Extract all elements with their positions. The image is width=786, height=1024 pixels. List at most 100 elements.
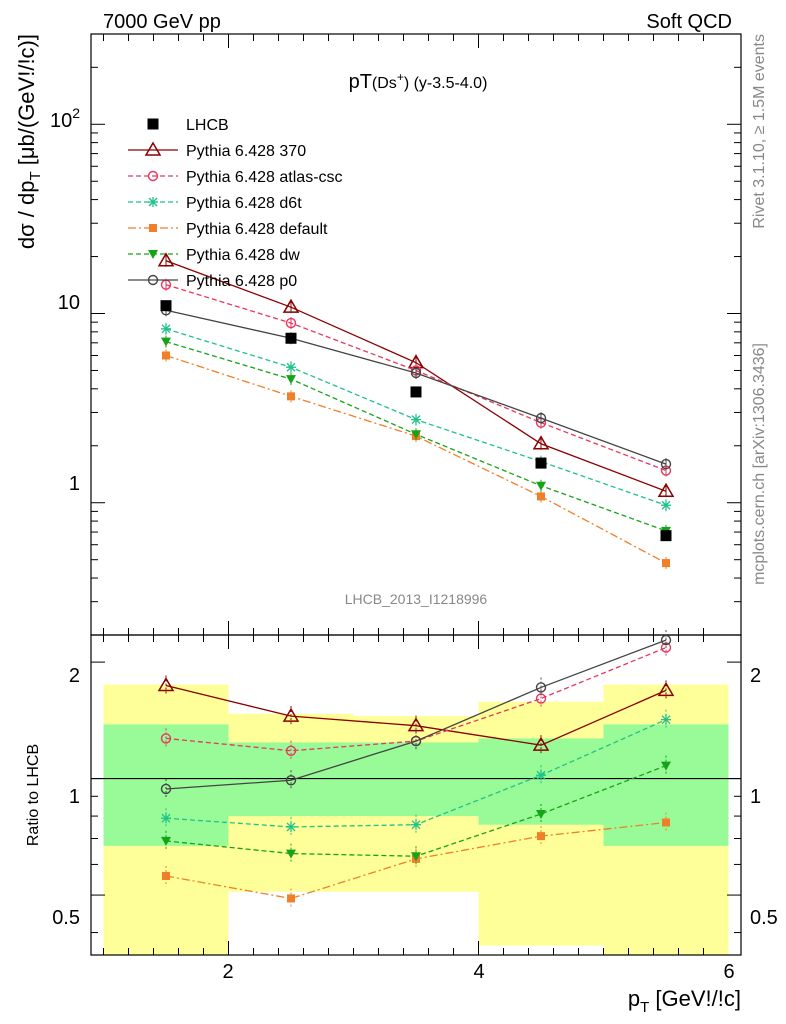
point-pythia-6-428-d6t — [661, 500, 671, 511]
legend-marker-pythia-6-428-default — [149, 224, 157, 232]
ratio-tick-labels: 0.5 1 2 0.5 1 2 — [52, 665, 778, 929]
point-pythia-6-428-atlas-csc — [285, 317, 297, 329]
x-tick-label-4: 4 — [473, 961, 484, 983]
x-tick-label-6: 6 — [723, 961, 734, 983]
ratio-point-pythia-6-428-dw — [161, 836, 171, 846]
ratio-point-pythia-6-428-default — [662, 818, 670, 827]
ratio-band-inner-2 — [353, 742, 479, 817]
point-pythia-6-428-370 — [532, 435, 550, 450]
y-tick-label-1: 1 — [69, 473, 80, 495]
y-tick-label-100: 102 — [50, 105, 80, 132]
ratio-tick-label-right-1: 1 — [750, 786, 761, 808]
ratio-point-pythia-6-428-d6t — [661, 714, 671, 725]
ratio-point-pythia-6-428-dw — [536, 809, 546, 819]
series-layer — [157, 252, 675, 570]
ratio-point-pythia-6-428-dw — [661, 761, 671, 771]
legend-marker-pythia-6-428-dw — [148, 250, 158, 259]
x-tick-label-2: 2 — [222, 961, 233, 983]
axis-ticks — [91, 33, 741, 955]
plot-title-sup: + — [397, 70, 404, 84]
legend: LHCB Pythia 6.428 370 Pythia 6.428 atlas-c… — [128, 117, 343, 290]
legend-label-pythia-6-428-atlas-csc: Pythia 6.428 atlas-csc — [186, 169, 343, 186]
ratio-tick-label-2: 2 — [69, 665, 80, 687]
ratio-layer — [157, 630, 675, 909]
y-tick-label-10: 10 — [58, 292, 80, 314]
header-left: 7000 GeV pp — [103, 11, 221, 33]
point-pythia-6-428-default — [162, 351, 170, 360]
ratio-point-pythia-6-428-p0 — [410, 735, 422, 747]
point-pythia-6-428-dw — [161, 337, 171, 347]
ratio-point-pythia-6-428-p0 — [285, 775, 297, 786]
x-axis-title-unit: [GeV!/!c] — [649, 986, 741, 1011]
ratio-point-pythia-6-428-d6t — [536, 770, 546, 781]
ratio-axis-title: Ratio to LHCB — [25, 744, 42, 846]
ratio-point-pythia-6-428-atlas-csc — [285, 745, 297, 756]
point-pythia-6-428-p0 — [410, 367, 422, 379]
ratio-tick-label-0.5: 0.5 — [52, 907, 80, 929]
data-point-lhcb — [535, 457, 547, 469]
data-point-lhcb — [660, 530, 672, 542]
point-pythia-6-428-370 — [282, 298, 300, 313]
side-text-mcplots: mcplots.cern.ch [arXiv:1306.3436] — [751, 343, 768, 585]
legend-label-pythia-6-428-default: Pythia 6.428 default — [186, 221, 328, 238]
y-tick-labels: 1 10 102 — [50, 105, 80, 495]
data-point-lhcb — [410, 386, 422, 398]
ratio-point-pythia-6-428-p0 — [660, 634, 672, 646]
plot-title-rest: (y-3.5-4.0) — [409, 75, 487, 92]
y-axis-title-unit: [μb/(GeV!/!c)] — [14, 34, 39, 171]
header-right: Soft QCD — [646, 11, 732, 33]
point-pythia-6-428-p0 — [535, 412, 547, 424]
legend-label-pythia-6-428-370: Pythia 6.428 370 — [186, 143, 306, 160]
plot-title: pT(Ds+) (y-3.5-4.0) — [349, 70, 488, 93]
legend-label-pythia-6-428-p0: Pythia 6.428 p0 — [186, 273, 297, 290]
ratio-point-pythia-6-428-d6t — [286, 821, 296, 832]
data-point-lhcb — [160, 300, 172, 312]
x-axis-title: pT [GeV!/!c] — [628, 986, 741, 1016]
point-pythia-6-428-dw — [286, 375, 296, 385]
legend-marker-lhcb — [147, 118, 159, 130]
ratio-point-pythia-6-428-370 — [282, 707, 300, 722]
point-pythia-6-428-d6t — [161, 323, 171, 334]
point-pythia-6-428-dw — [536, 481, 546, 491]
point-pythia-6-428-dw — [411, 430, 421, 440]
point-pythia-6-428-p0 — [660, 458, 672, 470]
x-tick-labels: 2 4 6 — [222, 961, 734, 983]
point-pythia-6-428-default — [537, 492, 545, 501]
ratio-point-pythia-6-428-dw — [286, 849, 296, 859]
legend-marker-pythia-6-428-370 — [144, 141, 162, 156]
ratio-point-pythia-6-428-dw — [411, 852, 421, 862]
legend-label-pythia-6-428-dw: Pythia 6.428 dw — [186, 247, 300, 264]
ratio-point-pythia-6-428-p0 — [535, 682, 547, 693]
point-pythia-6-428-370 — [157, 252, 175, 267]
point-pythia-6-428-default — [662, 559, 670, 568]
plot-title-main: pT — [349, 71, 372, 93]
ratio-point-pythia-6-428-default — [162, 872, 170, 881]
legend-marker-pythia-6-428-p0 — [147, 274, 159, 286]
ratio-point-pythia-6-428-370 — [657, 681, 675, 697]
x-axis-title-main: p — [628, 986, 640, 1011]
legend-label-lhcb: LHCB — [186, 117, 229, 134]
ratio-point-pythia-6-428-370 — [532, 736, 550, 751]
ratio-point-pythia-6-428-atlas-csc — [160, 733, 172, 744]
ratio-point-pythia-6-428-370 — [157, 677, 175, 692]
plot-title-paren: (Ds — [372, 75, 397, 92]
x-axis-title-sub: T — [640, 999, 649, 1016]
ratio-point-pythia-6-428-d6t — [161, 813, 171, 824]
ratio-point-pythia-6-428-default — [287, 894, 295, 903]
ratio-plot-frame — [90, 634, 742, 956]
ratio-point-pythia-6-428-p0 — [160, 783, 172, 795]
y-tick-label-100-base: 10 — [50, 110, 72, 132]
y-tick-label-100-exp: 2 — [72, 105, 80, 121]
data-point-lhcb — [285, 332, 297, 344]
ratio-tick-label-1: 1 — [69, 786, 80, 808]
y-axis-title-sub: T — [27, 171, 44, 180]
legend-label-pythia-6-428-d6t: Pythia 6.428 d6t — [186, 195, 302, 212]
ratio-point-pythia-6-428-default — [537, 832, 545, 841]
ratio-point-pythia-6-428-370 — [407, 717, 425, 732]
legend-marker-pythia-6-428-d6t — [148, 197, 158, 207]
legend-marker-pythia-6-428-atlas-csc — [147, 170, 159, 182]
ratio-point-pythia-6-428-d6t — [411, 819, 421, 830]
plot-title-close: ) — [404, 75, 409, 92]
ratio-tick-label-right-0.5: 0.5 — [750, 907, 778, 929]
